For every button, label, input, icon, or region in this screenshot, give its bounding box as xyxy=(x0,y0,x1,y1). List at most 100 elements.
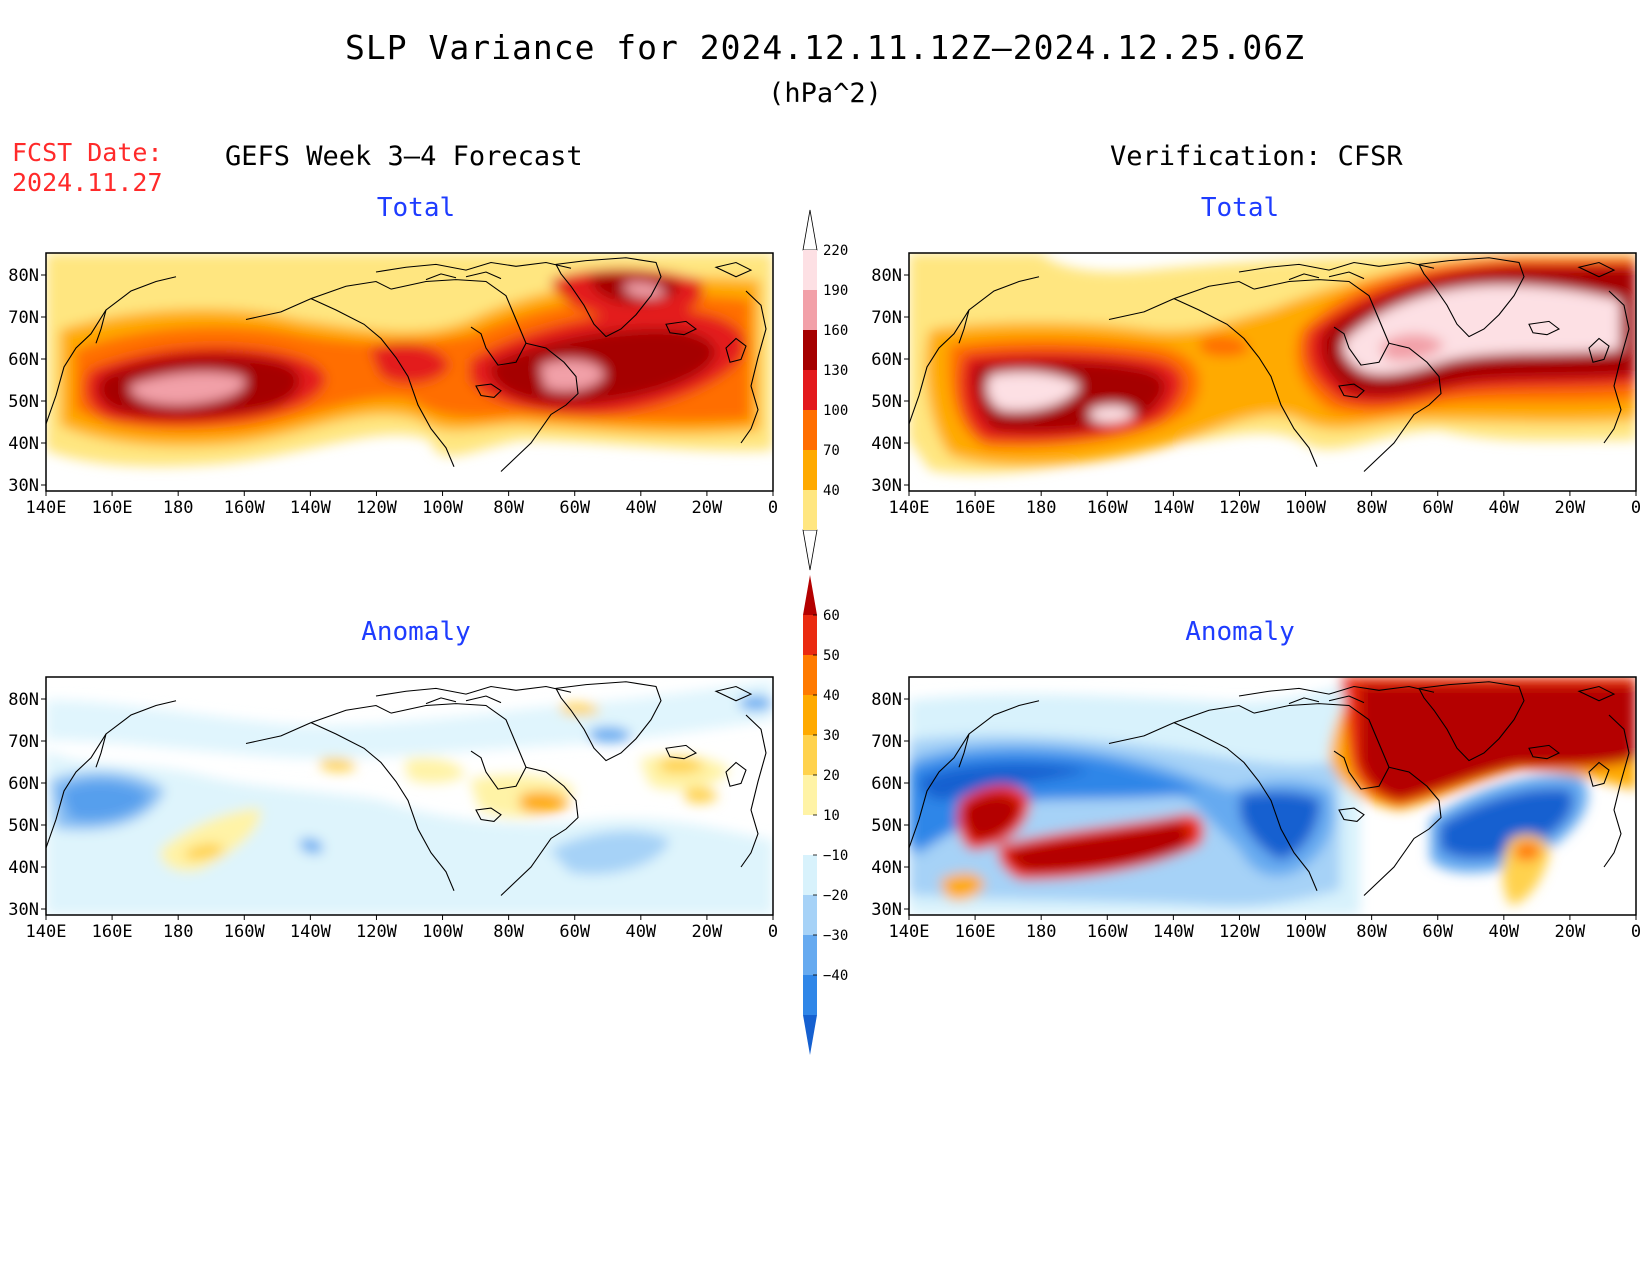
colorbar-total-swatch xyxy=(803,370,817,410)
map-panel-forecast-total xyxy=(45,252,774,492)
lon-tick-label: 140E xyxy=(26,498,67,518)
colorbar-anomaly-label: −30 xyxy=(823,928,848,944)
lon-tick-label: 160E xyxy=(955,498,996,518)
forecast-date-label: FCST Date: xyxy=(12,138,163,167)
map-axes: 140E 160E 180 160W 140W 120W 100W 80W 60W 40W 20W 0… xyxy=(8,266,1641,942)
lat-tick-label: 40N xyxy=(8,858,39,878)
colorbar-anomaly-label: −40 xyxy=(823,968,848,984)
colorbar-total-label: 160 xyxy=(823,323,848,339)
colorbar-anomaly-swatch xyxy=(803,935,817,975)
colorbar-anomaly-label: 50 xyxy=(823,648,840,664)
colorbar-anomaly-swatch xyxy=(803,735,817,775)
lon-tick-label: 0 xyxy=(1631,498,1641,518)
lon-tick-label: 0 xyxy=(768,498,778,518)
lat-tick-label: 50N xyxy=(8,392,39,412)
lon-tick-label: 0 xyxy=(768,922,778,942)
lat-tick-label: 30N xyxy=(871,900,902,920)
colorbar-anomaly-swatch xyxy=(803,975,817,1015)
lon-tick-label: 0 xyxy=(1631,922,1641,942)
lat-tick-label: 30N xyxy=(8,900,39,920)
lon-tick-label: 140W xyxy=(1153,498,1195,518)
colorbar-total-low-wedge xyxy=(802,529,818,571)
lat-tick-label: 70N xyxy=(8,308,39,328)
lat-tick-label: 30N xyxy=(8,476,39,496)
lon-tick-label: 80W xyxy=(493,498,524,518)
lon-tick-label: 140W xyxy=(290,922,332,942)
colorbar-anomaly-label: −20 xyxy=(823,888,848,904)
lat-tick-label: 70N xyxy=(8,732,39,752)
panel-title-top-left: Total xyxy=(376,193,456,223)
forecast-date-value: 2024.11.27 xyxy=(12,168,163,197)
colorbar-anomaly-label: 10 xyxy=(823,808,840,824)
map-panel-forecast-anomaly xyxy=(45,676,774,916)
lon-tick-label: 100W xyxy=(1285,498,1327,518)
lon-tick-label: 180 xyxy=(1026,922,1057,942)
lat-tick-label: 50N xyxy=(8,816,39,836)
map-panel-verification-anomaly xyxy=(908,676,1637,916)
lon-tick-label: 160W xyxy=(224,498,266,518)
colorbar-anomaly-label: 60 xyxy=(823,608,840,624)
colorbar-total-swatch xyxy=(803,290,817,330)
colorbar-total-label: 190 xyxy=(823,283,848,299)
lon-tick-label: 40W xyxy=(1488,922,1519,942)
lat-tick-label: 80N xyxy=(871,266,902,286)
page-title: SLP Variance for 2024.12.11.12Z–2024.12.… xyxy=(345,28,1305,67)
lon-tick-label: 160E xyxy=(955,922,996,942)
forecast-date: FCST Date: 2024.11.27 xyxy=(12,138,163,198)
lat-tick-label: 60N xyxy=(871,350,902,370)
lon-tick-label: 60W xyxy=(559,498,590,518)
lon-tick-label: 120W xyxy=(1219,498,1261,518)
lat-tick-label: 40N xyxy=(871,858,902,878)
colorbar-anomaly-label: −10 xyxy=(823,848,848,864)
colorbar-anomaly: −40 −30 −20 −10 10 20 30 40 50 60 xyxy=(803,575,848,1055)
lon-tick-label: 120W xyxy=(356,498,398,518)
lon-tick-label: 40W xyxy=(1488,498,1519,518)
panel-title-bottom-right: Anomaly xyxy=(1185,617,1295,647)
lon-tick-label: 60W xyxy=(559,922,590,942)
colorbar-anomaly-swatch xyxy=(803,855,817,895)
lon-tick-label: 60W xyxy=(1422,922,1453,942)
lon-tick-label: 100W xyxy=(422,922,464,942)
map-panel-verification-total xyxy=(908,252,1637,492)
lat-tick-label: 60N xyxy=(8,350,39,370)
lon-tick-label: 40W xyxy=(625,922,656,942)
colorbar-total-swatch xyxy=(803,330,817,370)
colorbar-total: 40 70 100 130 160 190 220 xyxy=(802,209,848,571)
lon-tick-label: 180 xyxy=(163,922,194,942)
lat-tick-label: 70N xyxy=(871,732,902,752)
colorbar-total-label: 130 xyxy=(823,363,848,379)
colorbar-total-swatch xyxy=(803,410,817,450)
colorbar-total-high-wedge xyxy=(802,209,818,251)
lon-tick-label: 140E xyxy=(889,498,930,518)
lon-tick-label: 160E xyxy=(92,922,133,942)
lon-tick-label: 80W xyxy=(1356,498,1387,518)
lon-tick-label: 140W xyxy=(290,498,332,518)
lon-tick-label: 40W xyxy=(625,498,656,518)
panel-title-bottom-left: Anomaly xyxy=(361,617,471,647)
colorbar-anomaly-swatch xyxy=(803,815,817,855)
lon-tick-label: 80W xyxy=(1356,922,1387,942)
lon-tick-label: 120W xyxy=(1219,922,1261,942)
lat-tick-label: 70N xyxy=(871,308,902,328)
lon-tick-label: 60W xyxy=(1422,498,1453,518)
colorbar-total-swatch xyxy=(803,250,817,290)
colorbar-total-label: 40 xyxy=(823,483,840,499)
colorbar-total-label: 70 xyxy=(823,443,840,459)
lon-tick-label: 100W xyxy=(422,498,464,518)
colorbar-total-swatch xyxy=(803,490,817,530)
left-column-heading: GEFS Week 3–4 Forecast xyxy=(225,141,583,172)
lat-tick-label: 50N xyxy=(871,816,902,836)
lat-tick-label: 80N xyxy=(871,690,902,710)
lon-tick-label: 20W xyxy=(692,922,723,942)
lon-tick-label: 160W xyxy=(1087,922,1129,942)
lat-tick-label: 40N xyxy=(8,434,39,454)
colorbar-anomaly-high-wedge xyxy=(803,575,817,615)
units-label: (hPa^2) xyxy=(768,78,882,109)
lon-tick-label: 120W xyxy=(356,922,398,942)
colorbar-anomaly-low-wedge xyxy=(803,1015,817,1055)
lon-tick-label: 140E xyxy=(26,922,67,942)
lon-tick-label: 140E xyxy=(889,922,930,942)
lon-tick-label: 180 xyxy=(163,498,194,518)
lon-tick-label: 160W xyxy=(1087,498,1129,518)
